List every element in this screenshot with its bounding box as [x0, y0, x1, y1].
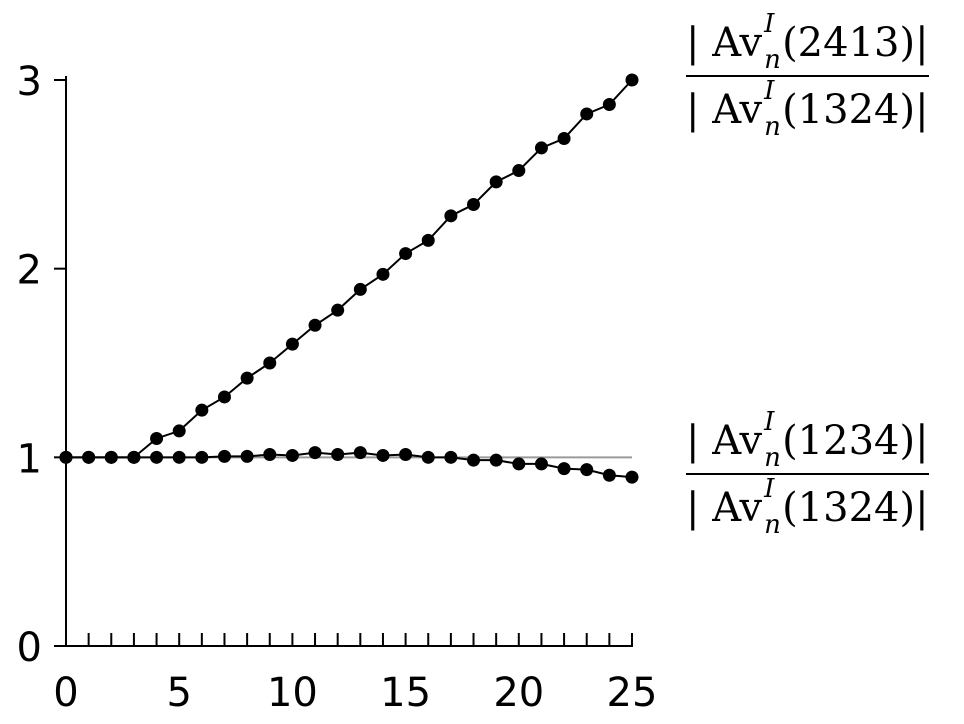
- y-tick-label: 0: [17, 625, 42, 671]
- series-group: [59, 73, 639, 484]
- series-1-point: [444, 209, 458, 223]
- series-2-point: [59, 450, 73, 464]
- series-2-point: [104, 450, 118, 464]
- series-1-point: [489, 175, 503, 189]
- tick-labels: 0 5 10 15 20 25 0 1 2 3: [17, 59, 658, 716]
- numerator-argument: (2413): [782, 20, 916, 66]
- av-text: Av: [712, 418, 763, 464]
- x-tick-label: 0: [53, 670, 78, 716]
- x-tick-label: 15: [380, 670, 431, 716]
- series-2-point: [580, 463, 594, 477]
- x-tick-label: 5: [166, 670, 191, 716]
- series-1-point: [512, 164, 526, 178]
- series-1-point: [285, 337, 299, 351]
- series-1-point: [580, 107, 594, 121]
- series-2-point: [489, 453, 503, 467]
- subscript: n: [764, 45, 781, 75]
- series-1-point: [172, 424, 186, 438]
- superscript: I: [764, 76, 775, 106]
- series-1-point: [308, 318, 322, 332]
- superscript: I: [764, 474, 775, 504]
- series-1-point: [557, 131, 571, 145]
- series-2-point: [557, 462, 571, 476]
- series-1-point: [467, 198, 481, 212]
- series-1-point: [625, 73, 639, 87]
- series-2-point: [353, 446, 367, 460]
- series-2-point: [308, 446, 322, 460]
- series-2-point: [150, 450, 164, 464]
- series-1-point: [195, 403, 209, 417]
- subscript: n: [764, 510, 781, 540]
- series-2-point: [263, 448, 277, 462]
- series-1-point: [331, 303, 345, 317]
- av-text: Av: [712, 485, 763, 531]
- series-1-line: [66, 79, 633, 459]
- series-2-point: [217, 449, 231, 463]
- x-tick-label: 10: [267, 670, 318, 716]
- series-2-point: [240, 449, 254, 463]
- series-2-point: [602, 468, 616, 482]
- series-2-point: [625, 470, 639, 484]
- series-2-point: [534, 457, 548, 471]
- y-tick-label: 3: [17, 59, 42, 105]
- series-2-point: [285, 448, 299, 462]
- series-1-point: [217, 390, 231, 404]
- denominator-argument: (1324): [782, 485, 916, 531]
- av-text: Av: [712, 20, 763, 66]
- series-1-point: [399, 247, 413, 261]
- denominator-argument: (1324): [782, 87, 916, 133]
- series-2-point: [195, 450, 209, 464]
- series-2-point: [172, 450, 186, 464]
- fraction-bar: [686, 473, 929, 475]
- av-text: Av: [712, 87, 763, 133]
- series-1-point: [421, 233, 435, 247]
- series-2-point: [444, 450, 458, 464]
- superscript: I: [764, 407, 775, 437]
- x-tick-label: 25: [607, 670, 658, 716]
- series-1-point: [353, 282, 367, 296]
- series-2-point: [376, 448, 390, 462]
- series-2-point: [127, 450, 141, 464]
- x-tick-label: 20: [493, 670, 544, 716]
- fraction-bar: [686, 75, 929, 77]
- series-1-point: [240, 371, 254, 385]
- y-tick-label: 2: [17, 248, 42, 294]
- series-1-point: [602, 98, 616, 112]
- y-tick-label: 1: [17, 436, 42, 482]
- axes: [54, 76, 633, 647]
- series-1-point: [376, 267, 390, 281]
- series-1-point: [534, 141, 548, 155]
- numerator-argument: (1234): [782, 418, 916, 464]
- series-1-point: [150, 431, 164, 445]
- series-2-point: [399, 448, 413, 462]
- superscript: I: [764, 9, 775, 39]
- subscript: n: [764, 443, 781, 473]
- series-2-point: [331, 448, 345, 462]
- series-2-point: [82, 450, 96, 464]
- subscript: n: [764, 112, 781, 142]
- series-1-point: [263, 356, 277, 370]
- series-2-point: [512, 457, 526, 471]
- series-2-point: [467, 453, 481, 467]
- series-2-point: [421, 450, 435, 464]
